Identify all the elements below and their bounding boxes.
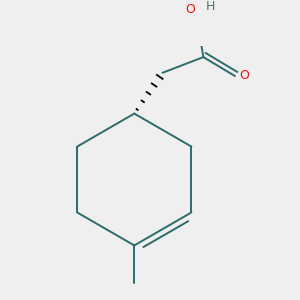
- Text: O: O: [185, 3, 195, 16]
- Text: H: H: [206, 0, 215, 13]
- Text: O: O: [239, 69, 249, 82]
